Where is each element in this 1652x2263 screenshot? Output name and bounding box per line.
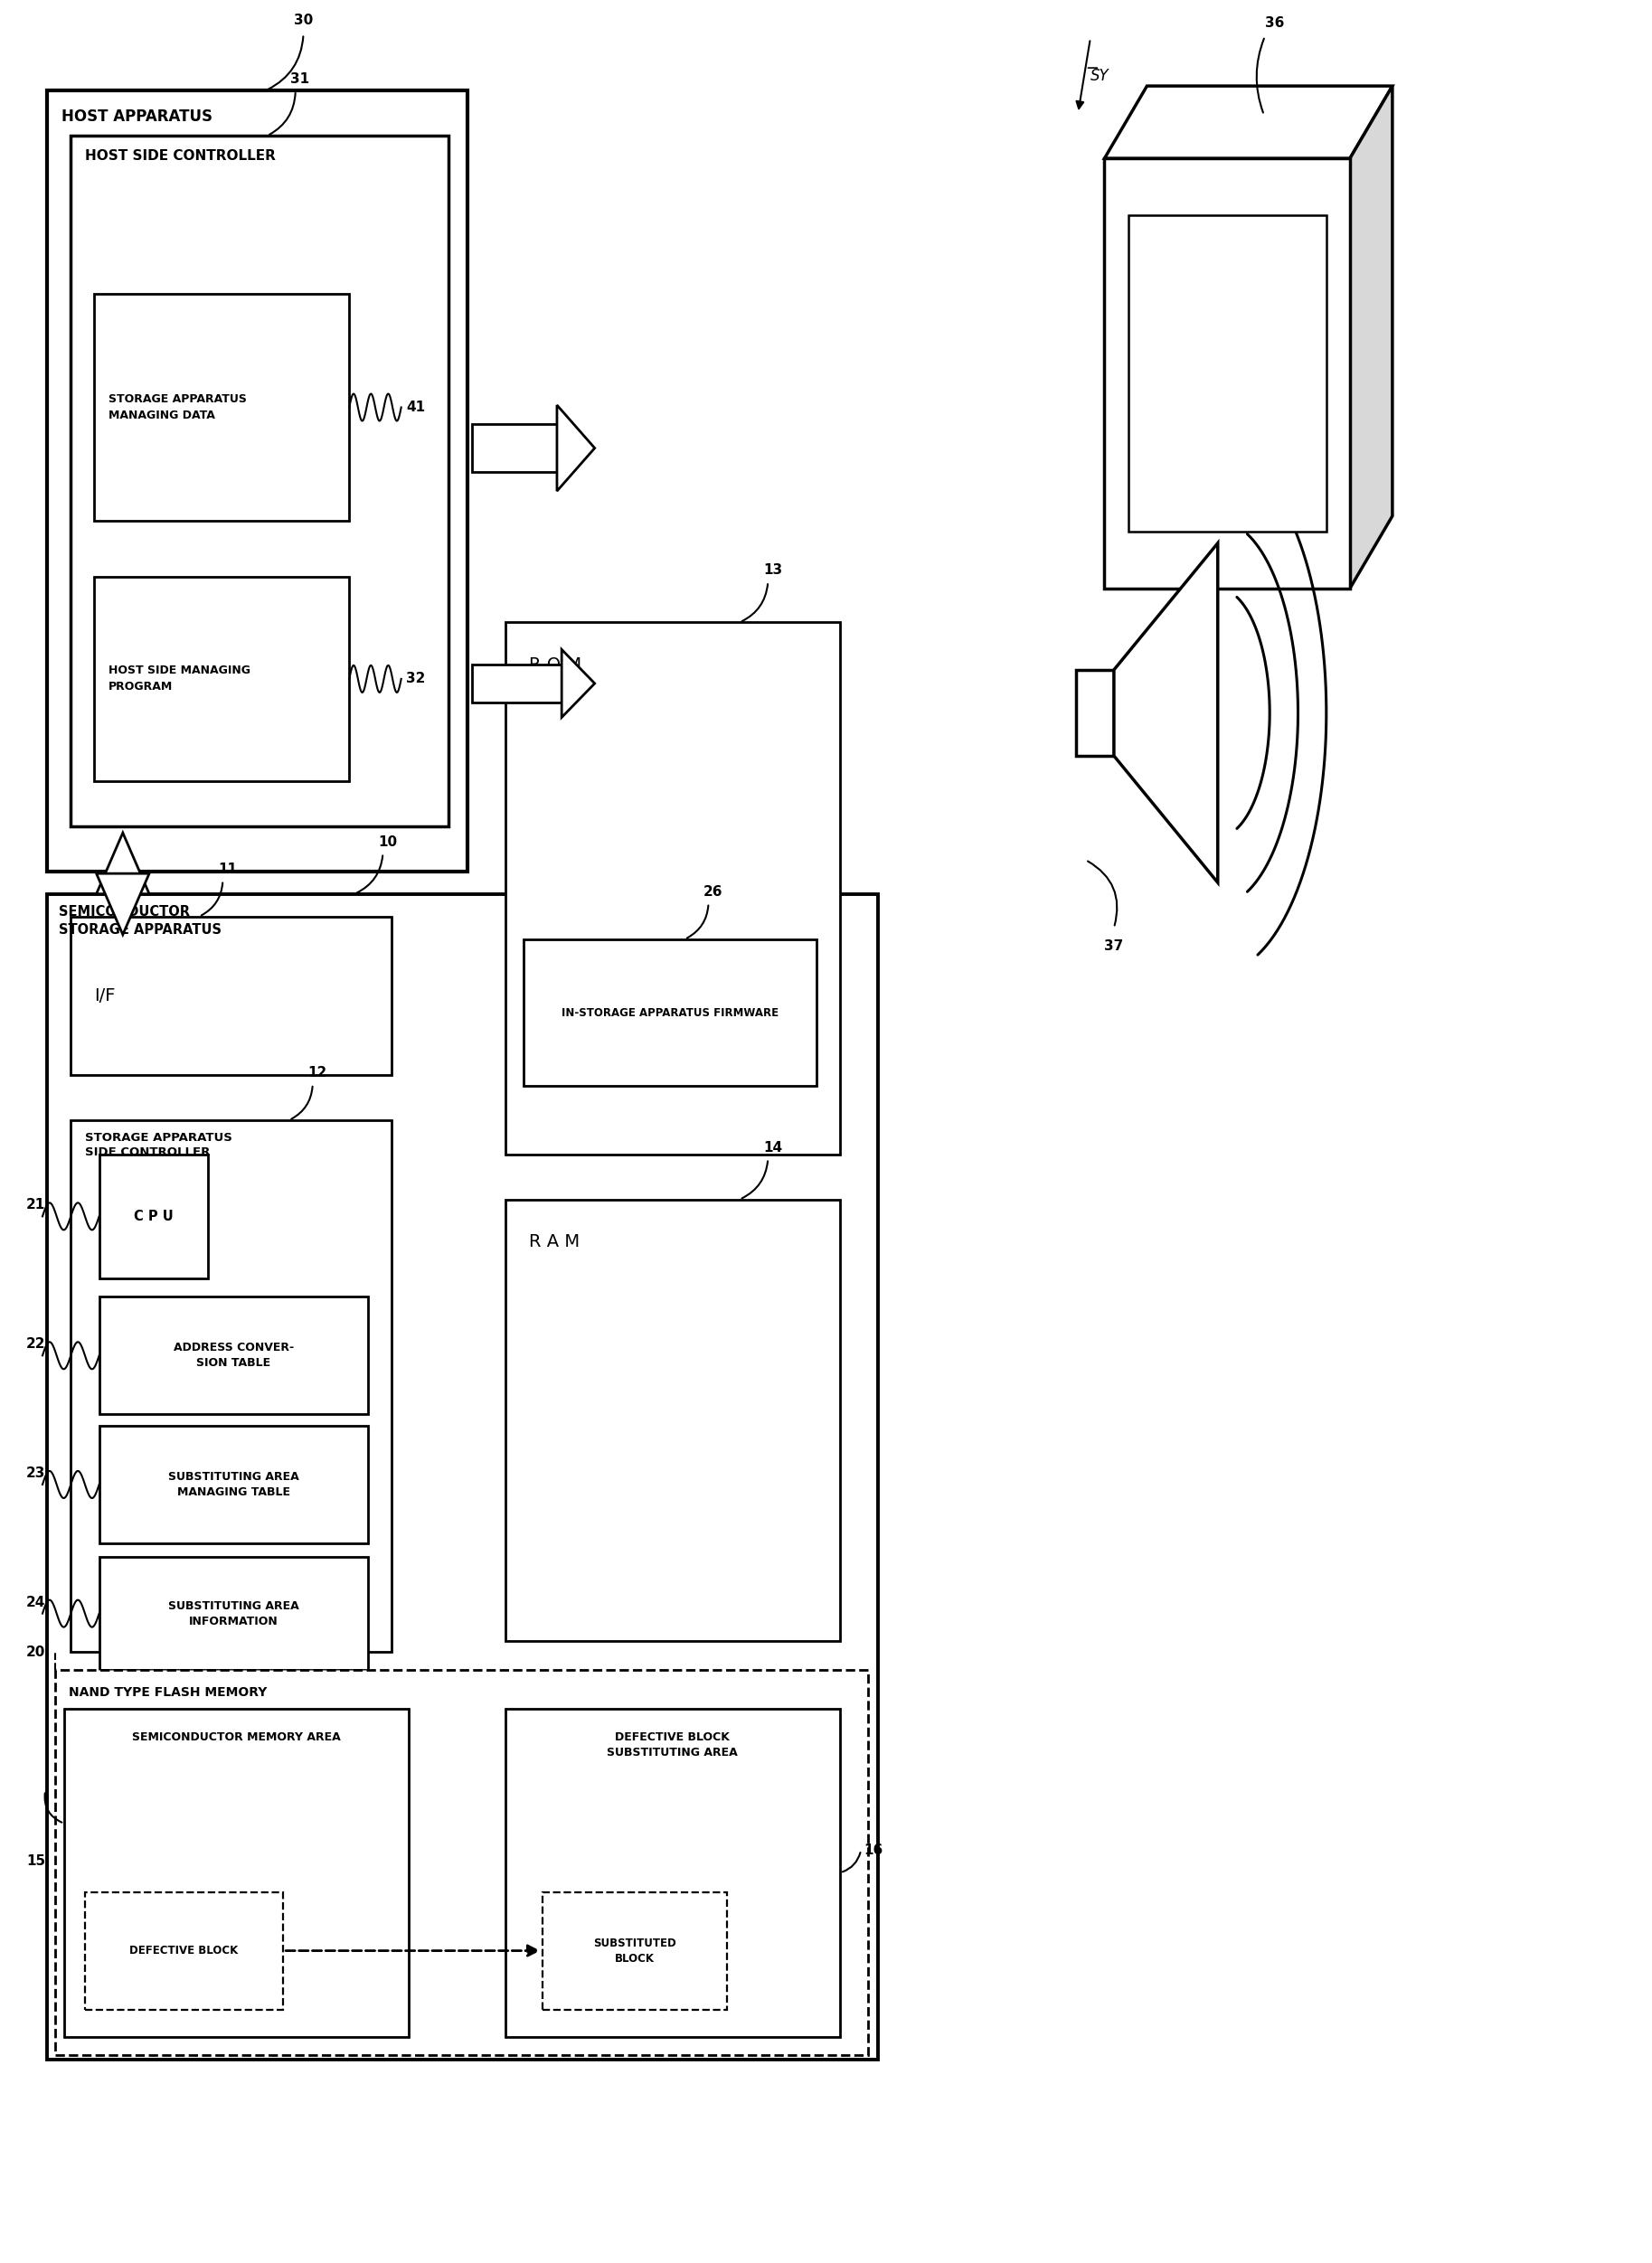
Text: SUBSTITUTING AREA
INFORMATION: SUBSTITUTING AREA INFORMATION — [169, 1600, 299, 1627]
Bar — [524, 939, 816, 1086]
Text: 14: 14 — [763, 1141, 781, 1154]
Text: 24: 24 — [26, 1595, 46, 1609]
Text: SEMICONDUCTOR MEMORY AREA: SEMICONDUCTOR MEMORY AREA — [132, 1731, 340, 1743]
Text: 16: 16 — [864, 1844, 882, 1856]
Text: R A M: R A M — [529, 1233, 580, 1251]
Text: DEFECTIVE BLOCK: DEFECTIVE BLOCK — [131, 1944, 238, 1957]
Bar — [99, 1426, 368, 1543]
Bar — [506, 1199, 841, 1641]
Text: SEMICONDUCTOR
STORAGE APPARATUS: SEMICONDUCTOR STORAGE APPARATUS — [58, 905, 221, 937]
Text: 36: 36 — [1265, 16, 1284, 29]
Polygon shape — [1105, 158, 1350, 588]
Text: DEFECTIVE BLOCK
SUBSTITUTING AREA: DEFECTIVE BLOCK SUBSTITUTING AREA — [608, 1731, 738, 1758]
Polygon shape — [1350, 86, 1393, 588]
Text: 32: 32 — [406, 672, 425, 686]
Polygon shape — [96, 833, 149, 894]
Polygon shape — [557, 405, 595, 491]
Bar — [64, 1709, 408, 2037]
Polygon shape — [562, 649, 595, 717]
Text: 26: 26 — [704, 885, 724, 898]
Text: NAND TYPE FLASH MEMORY: NAND TYPE FLASH MEMORY — [69, 1686, 268, 1700]
Bar — [544, 1892, 727, 2010]
Text: HOST APPARATUS: HOST APPARATUS — [61, 109, 213, 124]
Text: 20: 20 — [26, 1645, 46, 1659]
Text: 12: 12 — [307, 1066, 327, 1079]
Bar — [48, 91, 468, 871]
Bar — [48, 894, 877, 2059]
Bar — [506, 1709, 841, 2037]
Bar — [94, 294, 349, 520]
Bar — [472, 425, 557, 471]
Text: R O M: R O M — [529, 656, 582, 674]
Polygon shape — [1075, 670, 1113, 756]
Bar — [506, 622, 841, 1154]
Text: 23: 23 — [26, 1466, 46, 1480]
Text: ADDRESS CONVER-
SION TABLE: ADDRESS CONVER- SION TABLE — [173, 1342, 294, 1369]
Text: 11: 11 — [218, 862, 236, 876]
Text: 41: 41 — [406, 401, 425, 414]
Bar — [99, 1154, 208, 1279]
Text: 30: 30 — [294, 14, 312, 27]
Text: 13: 13 — [763, 563, 781, 577]
Text: SUBSTITUTED
BLOCK: SUBSTITUTED BLOCK — [593, 1937, 676, 1964]
Bar — [114, 883, 131, 885]
Text: 22: 22 — [26, 1337, 46, 1351]
Bar — [94, 577, 349, 781]
Text: IN-STORAGE APPARATUS FIRMWARE: IN-STORAGE APPARATUS FIRMWARE — [562, 1007, 778, 1018]
Text: HOST SIDE CONTROLLER: HOST SIDE CONTROLLER — [84, 149, 276, 163]
Polygon shape — [1113, 543, 1218, 883]
Text: SY: SY — [1090, 68, 1108, 84]
Bar — [99, 1297, 368, 1414]
Bar — [71, 917, 392, 1075]
Text: 31: 31 — [291, 72, 309, 86]
Text: I/F: I/F — [94, 987, 116, 1005]
Bar — [55, 1670, 869, 2055]
Text: SUBSTITUTING AREA
MANAGING TABLE: SUBSTITUTING AREA MANAGING TABLE — [169, 1471, 299, 1498]
Bar — [71, 136, 448, 826]
Text: 37: 37 — [1104, 939, 1123, 953]
Text: STORAGE APPARATUS
MANAGING DATA: STORAGE APPARATUS MANAGING DATA — [109, 394, 246, 421]
Text: 21: 21 — [26, 1199, 46, 1211]
Bar — [99, 1557, 368, 1670]
Text: C P U: C P U — [134, 1211, 173, 1222]
Text: STORAGE APPARATUS
SIDE CONTROLLER: STORAGE APPARATUS SIDE CONTROLLER — [84, 1132, 233, 1159]
Bar — [71, 1120, 392, 1652]
Polygon shape — [96, 874, 149, 935]
Text: HOST SIDE MANAGING
PROGRAM: HOST SIDE MANAGING PROGRAM — [109, 665, 251, 692]
Polygon shape — [1105, 86, 1393, 158]
Bar — [84, 1892, 282, 2010]
Polygon shape — [1128, 215, 1327, 532]
Text: 10: 10 — [378, 835, 396, 849]
Bar — [472, 665, 562, 702]
Text: 15: 15 — [26, 1856, 46, 1867]
